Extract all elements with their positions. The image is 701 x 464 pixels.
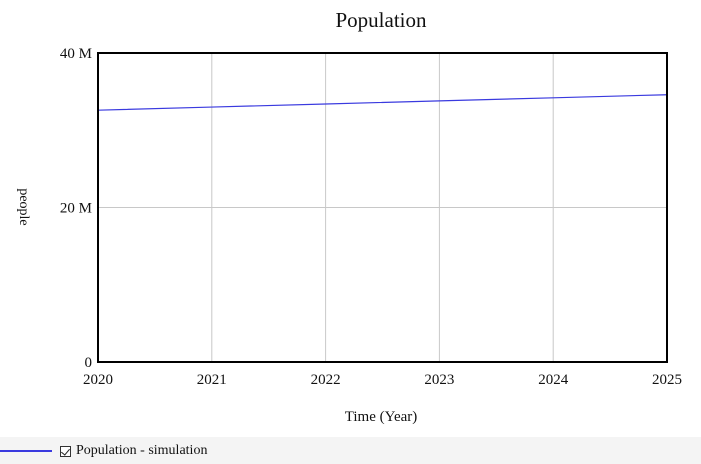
chart-canvas: Population 2020 2021 2022 2023 2024 2025 0 20 … (16, 8, 682, 425)
x-tick-label: 2022 (311, 372, 341, 388)
legend-bar (0, 437, 701, 464)
x-tick-label: 2021 (197, 372, 227, 388)
series-layer (97, 94, 668, 111)
y-tick-label: 40 M (60, 46, 92, 62)
x-axis-label: Time (Year) (345, 409, 418, 425)
x-tick-label: 2020 (83, 372, 113, 388)
legend-checkbox[interactable] (60, 445, 71, 457)
y-axis-label: people (16, 188, 31, 225)
x-tick-label: 2023 (424, 372, 454, 388)
chart-title: Population (335, 8, 427, 32)
x-tick-labels: 2020 2021 2022 2023 2024 2025 (83, 372, 682, 388)
legend-line-swatch (0, 450, 52, 452)
plot-frame (97, 52, 668, 363)
legend-label: Population - simulation (76, 443, 208, 458)
x-tick-label: 2024 (538, 372, 569, 388)
legend-item-population[interactable]: Population - simulation (0, 442, 207, 460)
y-tick-label: 0 (85, 355, 93, 371)
gridlines (98, 53, 667, 362)
y-tick-labels: 0 20 M 40 M (60, 46, 92, 371)
series-line-population (97, 94, 668, 111)
y-tick-label: 20 M (60, 201, 92, 217)
x-tick-label: 2025 (652, 372, 682, 388)
